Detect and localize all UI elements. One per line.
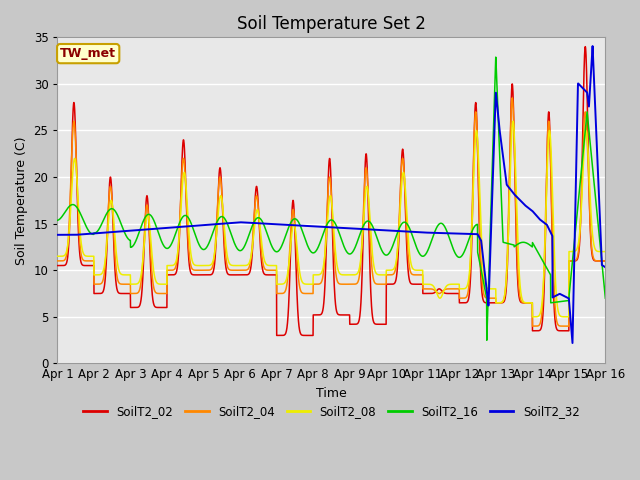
SoilT2_32 — [589, 43, 596, 49]
SoilT2_08 — [148, 257, 156, 263]
SoilT2_32 — [264, 221, 271, 227]
SoilT2_02 — [54, 263, 61, 268]
SoilT2_32 — [591, 99, 599, 105]
X-axis label: Time: Time — [316, 387, 347, 400]
SoilT2_02 — [264, 272, 271, 278]
Line: SoilT2_16: SoilT2_16 — [58, 57, 605, 340]
SoilT2_02 — [309, 333, 317, 338]
SoilT2_04 — [116, 281, 124, 287]
Line: SoilT2_02: SoilT2_02 — [58, 47, 605, 336]
SoilT2_04 — [287, 220, 295, 226]
SoilT2_04 — [264, 267, 271, 273]
Y-axis label: Soil Temperature (C): Soil Temperature (C) — [15, 136, 28, 264]
SoilT2_32 — [569, 340, 577, 346]
SoilT2_02 — [602, 258, 609, 264]
SoilT2_04 — [532, 323, 540, 329]
SoilT2_02 — [148, 294, 156, 300]
SoilT2_32 — [148, 226, 156, 232]
SoilT2_02 — [532, 328, 540, 334]
SoilT2_16 — [116, 218, 124, 224]
SoilT2_32 — [287, 222, 295, 228]
SoilT2_02 — [116, 290, 124, 296]
Legend: SoilT2_02, SoilT2_04, SoilT2_08, SoilT2_16, SoilT2_32: SoilT2_02, SoilT2_04, SoilT2_08, SoilT2_… — [79, 400, 584, 423]
SoilT2_08 — [591, 246, 599, 252]
SoilT2_04 — [148, 276, 156, 281]
SoilT2_32 — [602, 264, 609, 270]
Line: SoilT2_32: SoilT2_32 — [58, 46, 605, 343]
SoilT2_08 — [509, 118, 516, 124]
Line: SoilT2_04: SoilT2_04 — [58, 98, 605, 326]
SoilT2_04 — [591, 257, 599, 263]
SoilT2_02 — [581, 44, 589, 49]
SoilT2_02 — [591, 258, 599, 264]
SoilT2_16 — [148, 215, 156, 221]
SoilT2_32 — [116, 228, 124, 234]
SoilT2_16 — [264, 232, 271, 238]
SoilT2_16 — [591, 189, 599, 195]
SoilT2_16 — [287, 219, 295, 225]
SoilT2_32 — [532, 212, 540, 217]
SoilT2_08 — [565, 314, 573, 320]
SoilT2_16 — [54, 217, 61, 223]
SoilT2_04 — [54, 258, 61, 264]
Title: Soil Temperature Set 2: Soil Temperature Set 2 — [237, 15, 426, 33]
SoilT2_16 — [483, 337, 491, 343]
SoilT2_08 — [532, 314, 540, 320]
SoilT2_04 — [602, 258, 609, 264]
SoilT2_16 — [532, 246, 540, 252]
Text: TW_met: TW_met — [60, 47, 116, 60]
SoilT2_04 — [565, 323, 573, 329]
SoilT2_04 — [508, 95, 516, 101]
SoilT2_08 — [602, 249, 609, 254]
SoilT2_32 — [54, 232, 61, 238]
SoilT2_02 — [287, 226, 295, 231]
SoilT2_16 — [492, 54, 500, 60]
Line: SoilT2_08: SoilT2_08 — [58, 121, 605, 317]
SoilT2_16 — [602, 295, 609, 301]
SoilT2_08 — [116, 270, 124, 276]
SoilT2_08 — [54, 253, 61, 259]
SoilT2_08 — [287, 236, 295, 241]
SoilT2_08 — [264, 262, 271, 268]
